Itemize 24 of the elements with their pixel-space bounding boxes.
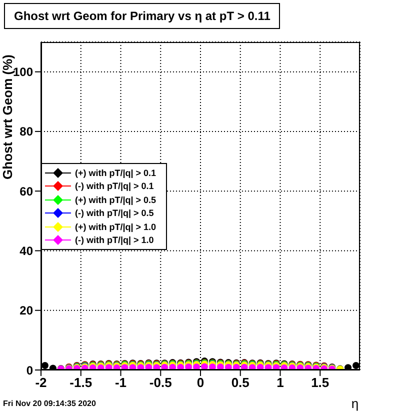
x-tick-label: -1 [114,375,127,390]
legend-label: (-) with pT/|q| > 1.0 [75,235,154,246]
y-axis-title: Ghost wrt Geom (%) [0,54,15,180]
y-tick-label: 40 [20,244,34,258]
x-tick-label: 1 [276,375,284,390]
text: Fri Nov 20 09:14:35 2020 [3,399,96,408]
legend-label: (-) with pT/|q| > 0.5 [75,208,154,218]
chart-title: Ghost wrt Geom for Primary vs η at pT > 0.11 [4,3,280,29]
x-tick-label: 0 [196,375,204,390]
y-tick-label: 60 [20,184,34,198]
x-tick-label: 1.5 [311,375,330,390]
y-tick-label: 20 [20,304,34,318]
x-tick-label: -1.5 [70,375,92,390]
legend-label: (+) with pT/|q| > 1.0 [75,222,156,232]
y-tick-label: 80 [20,124,34,139]
x-tick-label: 0.5 [231,375,250,390]
legend-label: (+) with pT/|q| > 0.5 [75,194,156,205]
y-tick-label: 0 [26,363,34,378]
x-tick-label: -0.5 [149,375,172,390]
y-tick-label: 100 [12,65,34,80]
x-axis-title: η [351,396,359,411]
legend-label: (-) with pT/|q| > 0.1 [75,181,154,192]
x-tick-label: -2 [35,375,47,390]
legend-label: (+) with pT/|q| > 0.1 [75,168,156,178]
